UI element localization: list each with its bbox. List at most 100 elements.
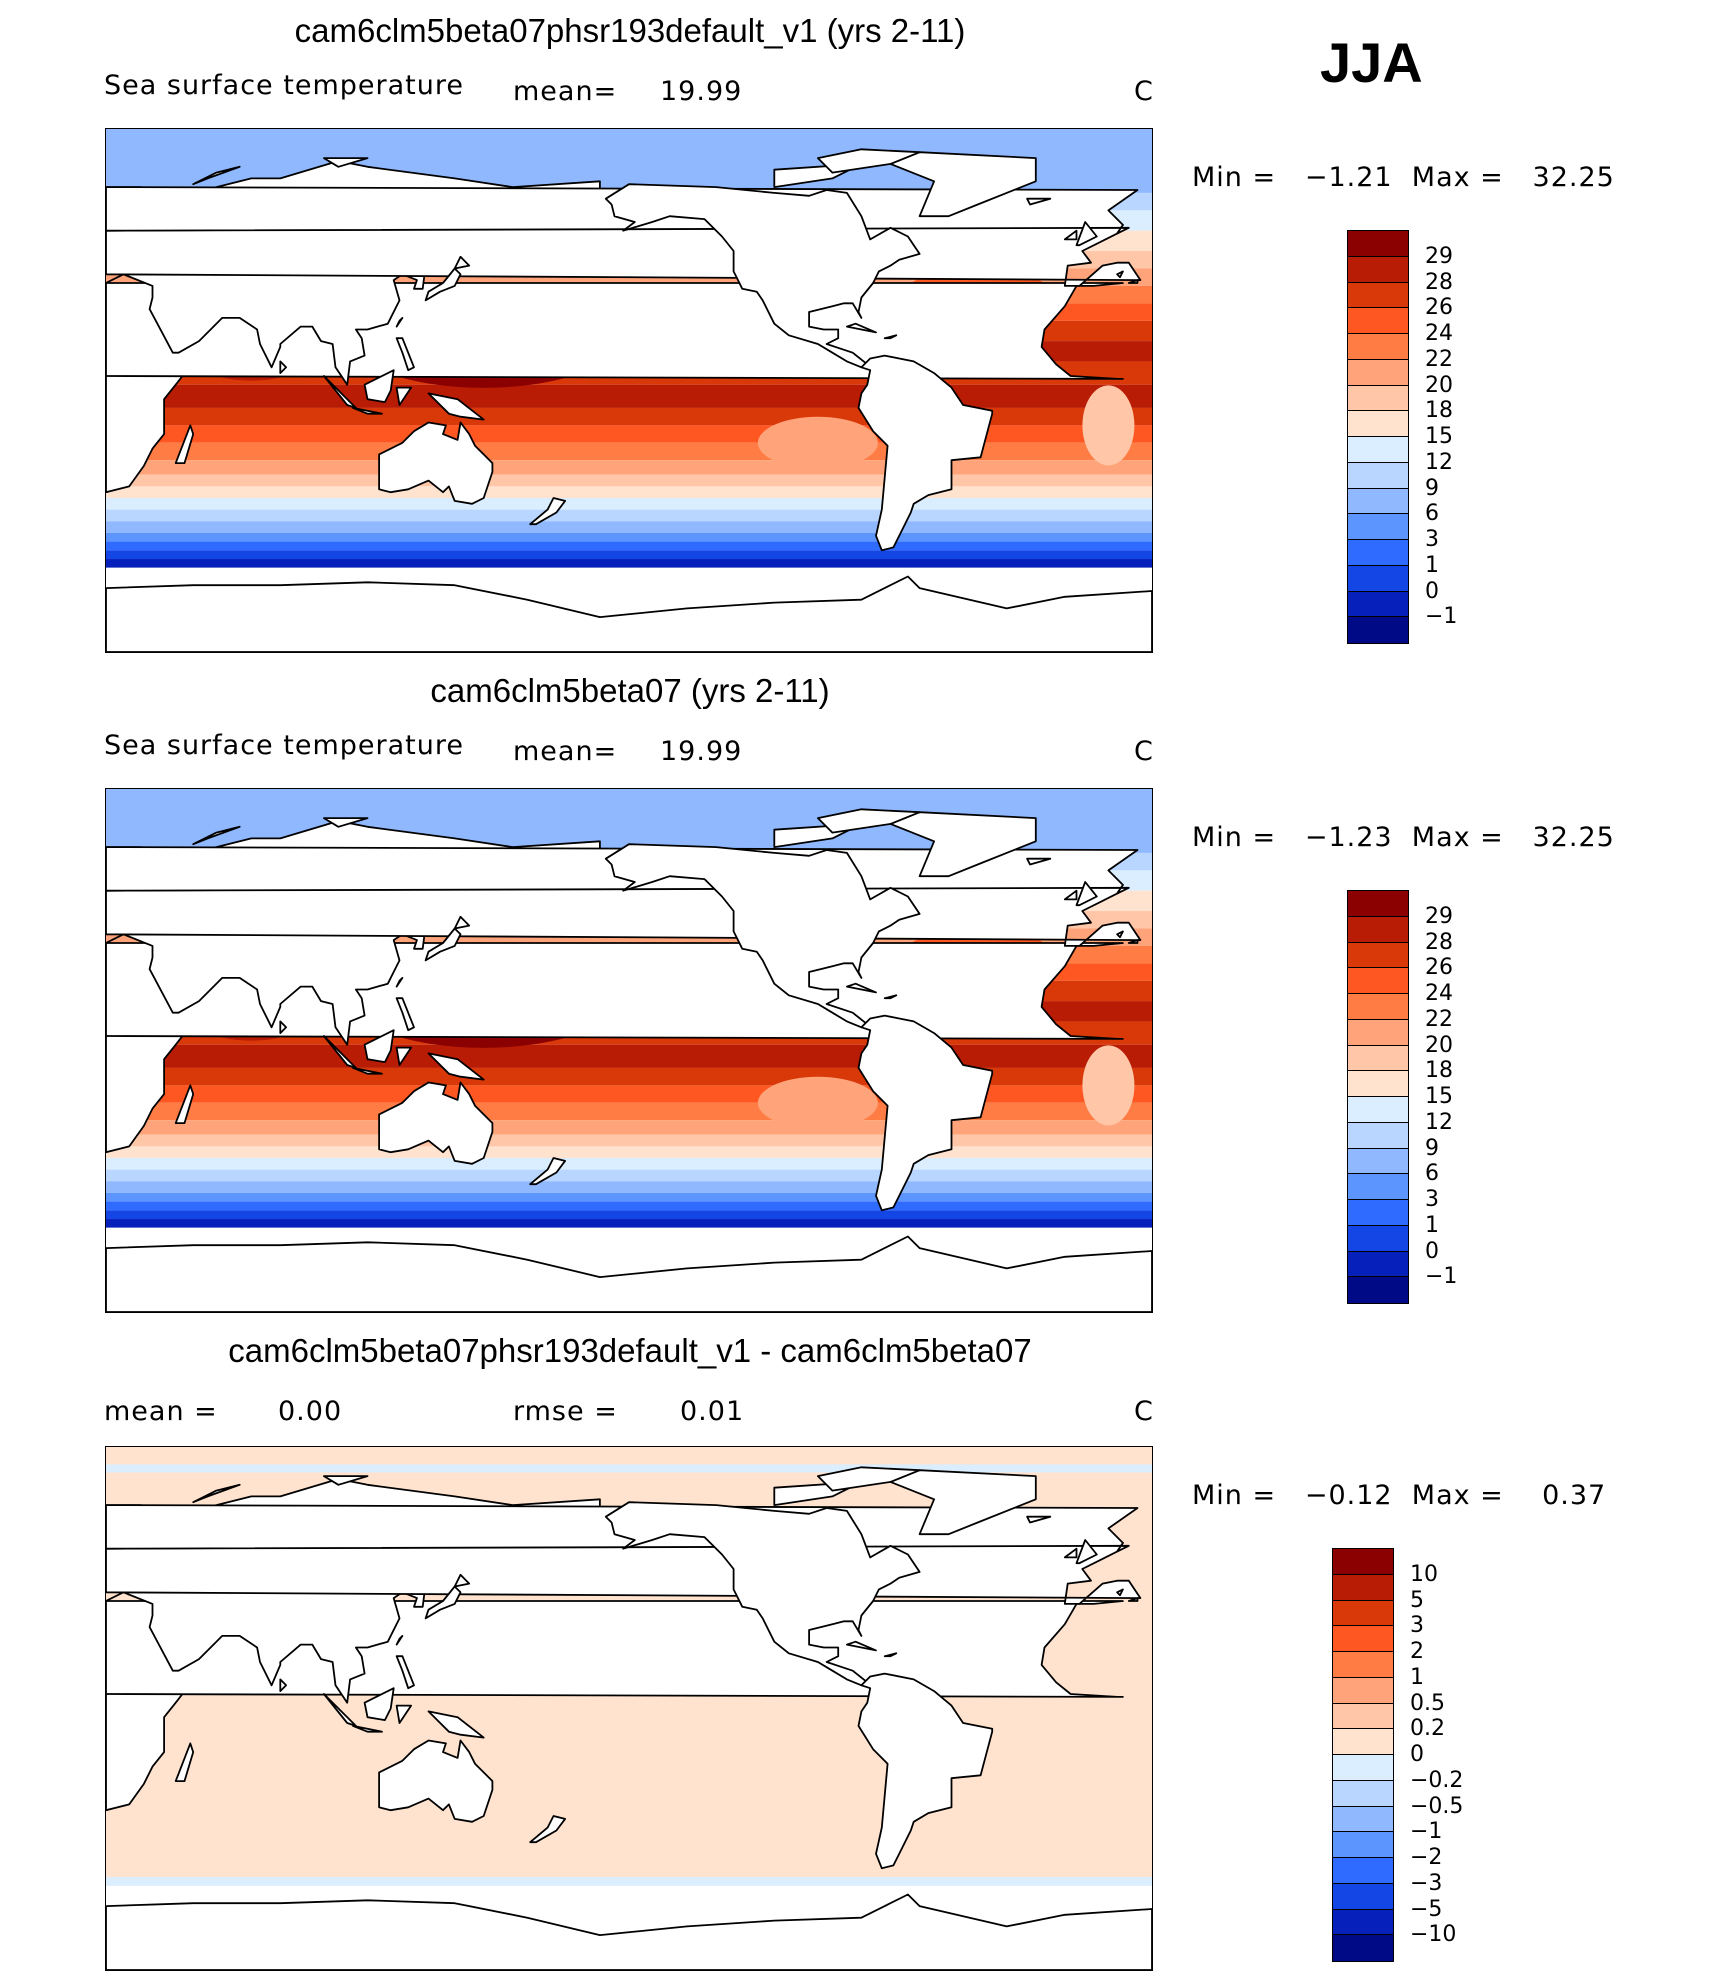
landmass	[395, 337, 415, 372]
panel-3-minmax: Min = −0.12 Max = 0.37	[1192, 1480, 1607, 1511]
landmass	[453, 1573, 471, 1588]
landmass	[378, 1081, 494, 1165]
colorbar-box	[1332, 1625, 1394, 1652]
colorbar-box	[1347, 890, 1409, 917]
colorbar-tick-label: 18	[1425, 1058, 1453, 1084]
colorbar-box	[1347, 590, 1409, 618]
cool-tongue	[757, 1076, 878, 1129]
landmass	[857, 1014, 994, 1212]
panel-2-title: cam6clm5beta07 (yrs 2-11)	[430, 672, 830, 709]
colorbar-tick-label: −0.5	[1410, 1793, 1464, 1819]
colorbar-box	[1347, 384, 1409, 412]
colorbar-tick-label: 1	[1410, 1664, 1424, 1690]
colorbar-tick-label: 0	[1410, 1742, 1424, 1767]
sst-band	[106, 1169, 1152, 1182]
landmass	[817, 808, 921, 834]
sst-band	[106, 1201, 1152, 1211]
benguela-cool	[1082, 1045, 1135, 1126]
colorbar-box	[1347, 1018, 1409, 1046]
sst-band	[106, 442, 1152, 461]
colorbar-box	[1332, 1779, 1394, 1807]
landmass	[1063, 1547, 1078, 1559]
panel-2-colorbar: 29 28 26 24 22 20 18 15 12 9 6 3 1 0 −1	[1347, 890, 1547, 1304]
panel-2-mean-label: mean=	[513, 736, 618, 767]
colorbar-box	[1347, 307, 1409, 334]
colorbar-tick-label: 0	[1425, 1238, 1439, 1264]
colorbar-box	[1347, 1199, 1409, 1226]
landmass	[1075, 221, 1098, 247]
landmass	[395, 1635, 404, 1646]
sst-band	[106, 474, 1152, 487]
colorbar-box	[1347, 281, 1409, 309]
landmass	[1063, 229, 1078, 241]
landmass	[817, 148, 921, 174]
landmass	[192, 1483, 241, 1504]
colorbar-tick-label: 26	[1425, 295, 1453, 321]
landmass	[174, 1084, 195, 1124]
panel-3-rmse-value: 0.01	[680, 1396, 745, 1427]
landmass	[1127, 279, 1139, 284]
colorbar-box	[1347, 993, 1409, 1020]
colorbar-tick-label: −3	[1410, 1870, 1443, 1896]
colorbar-tick-label: 15	[1425, 424, 1453, 449]
panel-2-map	[105, 788, 1153, 1313]
panel-1-mean-value: 19.99	[660, 76, 743, 107]
colorbar-box	[1347, 1276, 1409, 1304]
colorbar-tick-label: 0.2	[1410, 1716, 1445, 1742]
landmass	[395, 1655, 415, 1690]
landmass	[846, 1640, 877, 1652]
colorbar-tick-label: 18	[1425, 398, 1453, 424]
colorbar-box	[1347, 255, 1409, 283]
landmass	[846, 982, 877, 994]
colorbar-tick-label: 28	[1425, 269, 1453, 295]
landmass	[1075, 1539, 1098, 1565]
colorbar-box	[1332, 1857, 1394, 1884]
colorbar-box	[1332, 1702, 1394, 1730]
landmass	[395, 1046, 412, 1066]
colorbar-box	[1347, 616, 1409, 644]
colorbar-box	[1332, 1882, 1394, 1910]
colorbar-tick-label: 6	[1425, 501, 1439, 527]
colorbar-box	[1347, 410, 1409, 437]
landmass	[857, 354, 994, 552]
panel-3-title: cam6clm5beta07phsr193default_v1 - cam6cl…	[228, 1332, 1032, 1369]
panel-3-units: C	[1134, 1396, 1154, 1427]
landmass	[363, 369, 395, 403]
landmass	[106, 1893, 1152, 1970]
panel-1-mean-label: mean=	[513, 76, 618, 107]
landmass	[604, 1501, 921, 1687]
landmass	[323, 375, 357, 409]
landmass	[323, 157, 369, 168]
colorbar-tick-label: 9	[1425, 475, 1439, 501]
colorbar-tick-label: 9	[1425, 1135, 1439, 1161]
sst-band	[106, 425, 1152, 443]
colorbar-tick-label: 22	[1425, 346, 1453, 372]
colorbar-box	[1347, 1173, 1409, 1200]
sst-band	[106, 1158, 1152, 1170]
landmass	[378, 1739, 494, 1823]
colorbar-tick-label: −2	[1410, 1845, 1443, 1870]
landmass	[395, 977, 404, 988]
panel-1-map	[105, 128, 1153, 653]
landmass	[1127, 939, 1139, 944]
landmass	[529, 1157, 566, 1186]
landmass	[889, 811, 1037, 878]
sst-band	[106, 1085, 1152, 1103]
panel-3-map	[105, 1446, 1153, 1971]
colorbar-tick-label: 24	[1425, 981, 1453, 1006]
landmass	[395, 1704, 412, 1724]
panel-1-colorbar: 29 28 26 24 22 20 18 15 12 9 6 3 1 0 −1	[1347, 230, 1547, 644]
colorbar-box	[1347, 941, 1409, 969]
colorbar-box	[1332, 1805, 1394, 1833]
benguela-cool	[1082, 385, 1135, 466]
colorbar-box	[1332, 1754, 1394, 1781]
landmass	[279, 360, 287, 374]
panel-3-mean-label: mean =	[104, 1396, 218, 1427]
colorbar-tick-label: 29	[1425, 903, 1453, 929]
colorbar-tick-label: 0.5	[1410, 1690, 1445, 1716]
colorbar-box	[1332, 1908, 1394, 1936]
landmass	[174, 424, 195, 464]
landmass	[817, 1466, 921, 1492]
landmass	[395, 317, 404, 328]
sst-band	[106, 1210, 1152, 1220]
